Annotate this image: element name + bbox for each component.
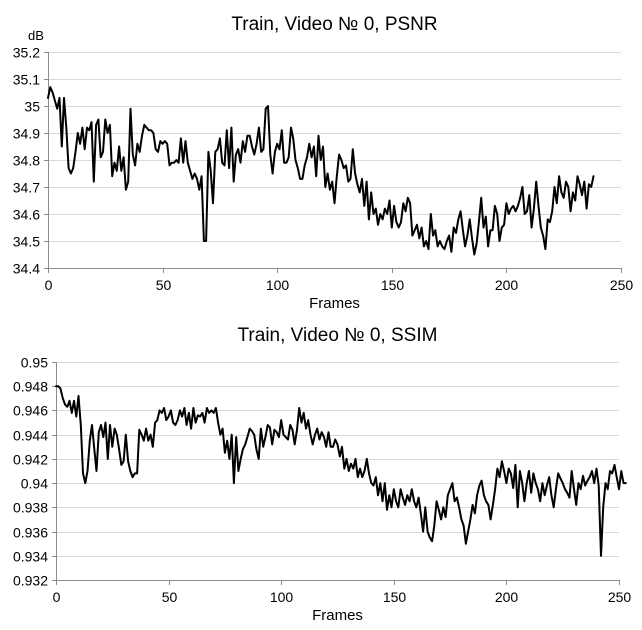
chart-2-x-tick-label: 0	[53, 589, 61, 605]
chart-2-y-tick-label: 0.95	[21, 355, 48, 371]
chart-2-y-tick-label: 0.936	[13, 525, 48, 541]
chart-2-x-tick-label: 200	[495, 589, 519, 605]
chart-2-y-tick-label: 0.944	[13, 428, 48, 444]
chart-2-y-tick-label: 0.94	[21, 476, 48, 492]
chart-1-series-line	[47, 86, 595, 256]
chart-2-y-tick-label: 0.946	[13, 403, 48, 419]
chart-1-x-tick-label: 250	[610, 277, 634, 293]
chart-2-x-tick-label: 50	[162, 589, 178, 605]
chart-1-y-tick-label: 34.4	[13, 261, 40, 277]
chart-1-x-tick-label: 100	[266, 277, 290, 293]
chart-2-title: Train, Video № 0, SSIM	[238, 325, 438, 346]
chart-2-y-tick-label: 0.932	[13, 573, 48, 589]
chart-1-y-tick-label: 34.8	[13, 153, 40, 169]
chart-1-y-tick-label: 34.7	[13, 180, 40, 196]
chart-2-x-tick-label: 250	[608, 589, 632, 605]
chart-1-y-tick-label: 34.9	[13, 126, 40, 142]
chart-2-y-tick-label: 0.934	[13, 549, 48, 565]
chart-1-x-tick-label: 0	[45, 277, 53, 293]
chart-2-series-line	[55, 385, 627, 557]
chart-1-y-tick-label: 35	[24, 99, 40, 115]
chart-1-y-axis-unit: dB	[28, 28, 44, 43]
chart-1-y-tick-label: 35.2	[13, 45, 40, 61]
chart-1-x-tick-label: 150	[381, 277, 405, 293]
chart-1-y-tick-label: 34.5	[13, 234, 40, 250]
chart-2-x-tick-label: 150	[383, 589, 407, 605]
chart-2-y-tick-label: 0.948	[13, 379, 48, 395]
chart-1-x-axis-label: Frames	[309, 295, 360, 312]
chart-1-y-tick-label: 35.1	[13, 72, 40, 88]
chart-1-x-tick-label: 50	[156, 277, 172, 293]
chart-2-y-tick-label: 0.942	[13, 452, 48, 468]
chart-1-x-tick-label: 200	[495, 277, 519, 293]
chart-2-x-axis-label: Frames	[312, 607, 363, 624]
chart-1-title: Train, Video № 0, PSNR	[231, 14, 437, 35]
chart-2-x-tick-label: 100	[270, 589, 294, 605]
chart-1-y-tick-label: 34.6	[13, 207, 40, 223]
chart-2-y-tick-label: 0.938	[13, 500, 48, 516]
